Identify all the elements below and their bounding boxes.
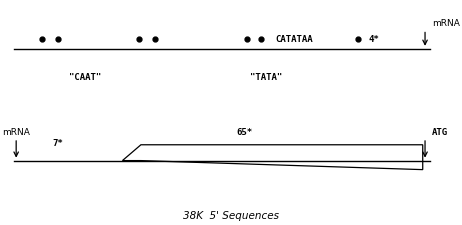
Text: 7*: 7* bbox=[52, 138, 63, 147]
Text: mRNA: mRNA bbox=[2, 127, 30, 136]
Text: mRNA: mRNA bbox=[432, 19, 460, 28]
Text: 4*: 4* bbox=[369, 35, 379, 44]
Text: "TATA": "TATA" bbox=[249, 73, 282, 82]
Text: CATATAA: CATATAA bbox=[275, 35, 312, 44]
Text: "CAAT": "CAAT" bbox=[69, 73, 102, 82]
Text: 65*: 65* bbox=[237, 127, 253, 136]
Text: ATG: ATG bbox=[432, 127, 448, 136]
Text: 38K  5' Sequences: 38K 5' Sequences bbox=[183, 211, 279, 220]
